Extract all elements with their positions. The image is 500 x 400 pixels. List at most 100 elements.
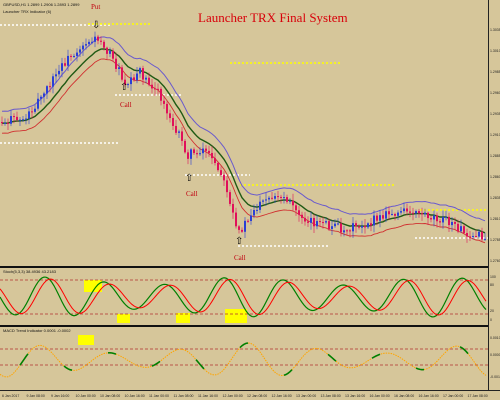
candle-body — [61, 63, 63, 71]
time-tick-label: 17 Jan 08:00 — [467, 394, 488, 398]
macd-trend-segment — [63, 365, 73, 371]
candle-body — [427, 212, 429, 219]
down-arrow-icon: ⇩ — [92, 20, 101, 31]
stochastic-main-line — [0, 276, 487, 318]
candle-body — [133, 77, 135, 81]
candle-body — [325, 221, 327, 223]
candle-body — [88, 41, 90, 45]
candle-body — [1, 122, 3, 124]
time-tick-label: 10 Jan 16:00 — [124, 394, 145, 398]
panel-separator[interactable] — [0, 266, 500, 268]
candle-body — [328, 221, 330, 229]
candle-body — [358, 226, 360, 228]
up-arrow-icon: ⇧ — [185, 173, 194, 184]
stochastic-chart — [0, 276, 488, 323]
candle-body — [367, 223, 369, 228]
candle-body — [343, 230, 345, 233]
candle-body — [202, 148, 204, 154]
stochastic-panel[interactable]: Stoch(5,3,3) 38.4936 43.2183 — [0, 268, 488, 325]
macd-trend-segment — [283, 369, 293, 377]
candle-body — [445, 216, 447, 218]
candle-body — [283, 197, 285, 199]
candle-body — [277, 196, 279, 198]
candle-body — [127, 84, 129, 86]
candle-body — [154, 88, 156, 90]
candle-body — [139, 68, 141, 74]
candle-body — [355, 223, 357, 227]
candle-body — [316, 221, 318, 227]
time-tick-label: 16 Jan 16:00 — [418, 394, 439, 398]
time-tick-label: 9 Jan 16:00 — [51, 394, 70, 398]
time-tick-label: 11 Jan 00:00 — [149, 394, 169, 398]
time-tick-label: 13 Jan 08:00 — [320, 394, 341, 398]
macd-panel[interactable]: MACD Trend Indicator 0.0001 -0.0002 — [0, 327, 488, 390]
candle-body — [376, 215, 378, 221]
price-tick-label: 1.2910 — [490, 133, 500, 137]
candle-body — [199, 153, 201, 155]
candle-body — [307, 221, 309, 223]
macd-trend-segment — [195, 359, 205, 370]
candle-body — [25, 118, 27, 120]
candle-body — [73, 55, 75, 57]
time-axis[interactable]: 6 Jan 2017 9 Jan 08:00 9 Jan 16:00 10 Jan 0… — [0, 390, 500, 400]
candle-body — [448, 216, 450, 226]
band-lines — [1, 36, 486, 244]
candle-body — [235, 212, 237, 227]
candle-body — [58, 70, 60, 75]
price-tick-label: 1.2985 — [490, 70, 500, 74]
candle-body — [412, 212, 414, 214]
candle-body — [175, 125, 177, 133]
candle-body — [481, 231, 483, 240]
candle-body — [64, 63, 66, 66]
candle-body — [55, 74, 57, 77]
candle-body — [346, 230, 348, 232]
candle-body — [157, 88, 159, 90]
macd-header: MACD Trend Indicator 0.0001 -0.0002 — [3, 328, 71, 333]
main-price-panel[interactable]: GBPUSD,H1 1.2899 1.2906 1.2893 1.2899 La… — [0, 0, 488, 266]
candle-body — [295, 205, 297, 211]
candle-body — [442, 217, 444, 223]
price-chart — [0, 23, 488, 247]
price-tick-label: 1.3035 — [490, 28, 500, 32]
candle-body — [424, 212, 426, 215]
price-axis[interactable]: 1.3035 1.3010 1.2985 1.2960 1.2935 1.2910 1.28… — [488, 0, 500, 390]
candle-body — [205, 148, 207, 151]
candle-body — [67, 55, 69, 66]
candle-body — [352, 223, 354, 232]
candle-body — [214, 158, 216, 163]
candle-body — [148, 77, 150, 85]
time-tick-label: 13 Jan 00:00 — [296, 394, 317, 398]
call-signal-label: Call — [186, 190, 198, 198]
price-tick-label: 1.2835 — [490, 196, 500, 200]
stochastic-header: Stoch(5,3,3) 38.4936 43.2183 — [3, 269, 56, 274]
candle-body — [208, 150, 210, 153]
candle-body — [109, 50, 111, 54]
candle-body — [19, 119, 21, 121]
indicator-tick-label: 100 — [490, 275, 496, 279]
candle-body — [484, 238, 486, 240]
candle-body — [121, 67, 123, 80]
candle-body — [247, 220, 249, 222]
time-tick-label: 11 Jan 08:00 — [173, 394, 194, 398]
candle-body — [229, 192, 231, 204]
upper-band-line — [1, 36, 486, 222]
candle-body — [115, 58, 117, 69]
candle-body — [70, 55, 72, 57]
candle-body — [292, 200, 294, 206]
candle-body — [304, 217, 306, 222]
candle-body — [274, 196, 276, 199]
candle-body — [319, 221, 321, 223]
indicator-tick-label: 20 — [490, 309, 494, 313]
indicator-tick-label: 80 — [490, 283, 494, 287]
panel-separator[interactable] — [0, 325, 500, 327]
macd-trend-segment — [459, 346, 469, 355]
candle-body — [253, 210, 255, 216]
candle-body — [382, 215, 384, 219]
candle-body — [241, 229, 243, 232]
time-tick-label: 10 Jan 08:00 — [100, 394, 121, 398]
candle-body — [361, 225, 363, 228]
indicator-tick-label: 0 — [490, 318, 492, 322]
candle-body — [85, 44, 87, 46]
price-tick-label: 1.2810 — [490, 217, 500, 221]
